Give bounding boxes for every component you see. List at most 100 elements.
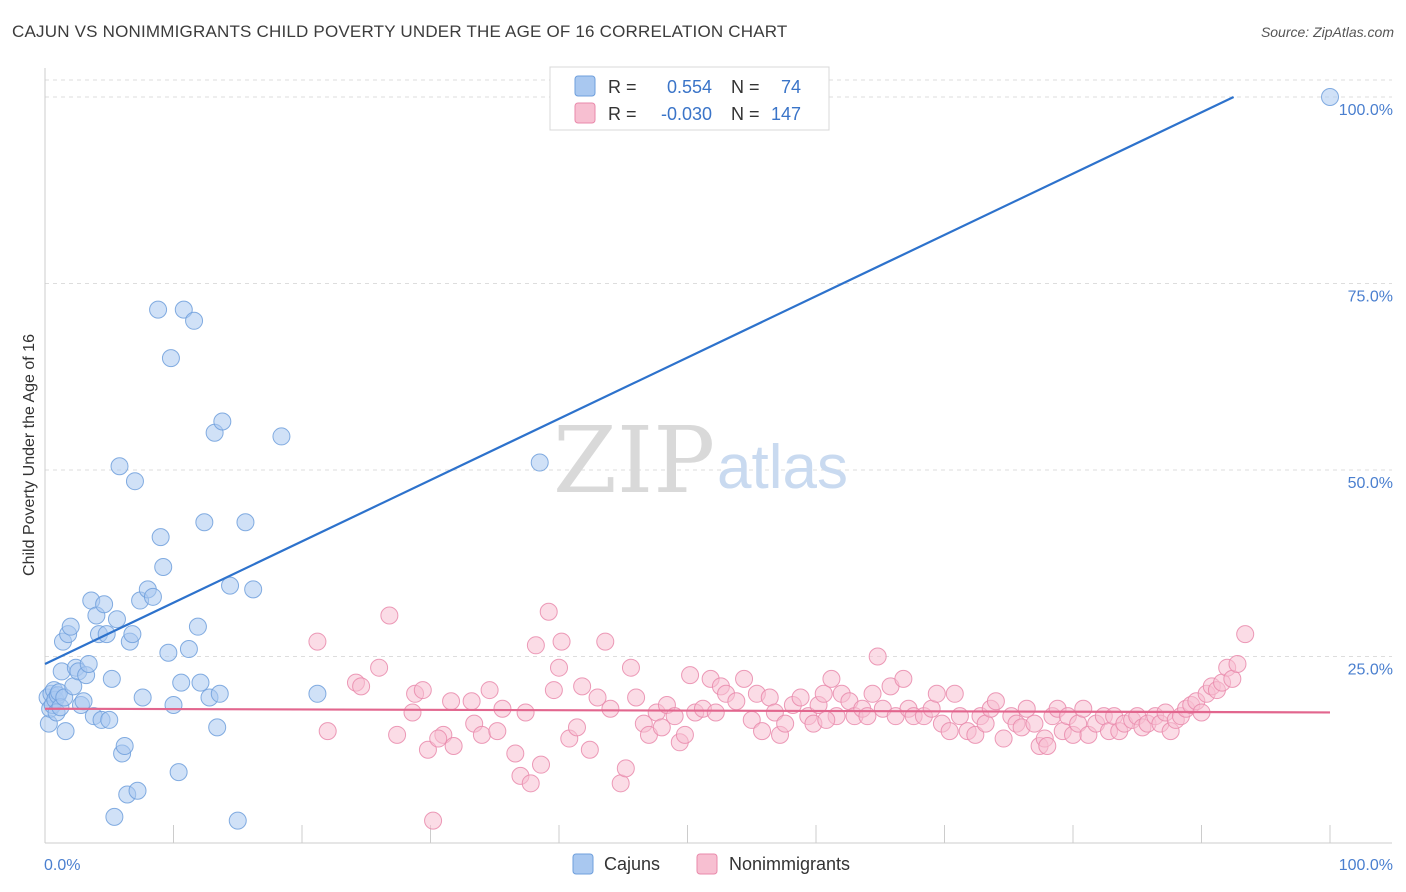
- nonimmigrant-point: [765, 703, 784, 722]
- cajun-point: [128, 781, 147, 800]
- legend-n-label-cajuns: N =: [731, 77, 760, 97]
- nonimmigrant-point: [994, 729, 1013, 748]
- bottom-legend-label-cajuns: Cajuns: [604, 854, 660, 874]
- x-tick-label-max: 100.0%: [1339, 857, 1393, 874]
- nonimmigrant-point: [894, 669, 913, 688]
- cajun-point: [1321, 88, 1339, 106]
- nonimmigrant-point: [1223, 669, 1242, 688]
- cajun-trend-line: [44, 96, 1235, 665]
- cajun-point: [151, 528, 170, 547]
- cajun-point: [56, 722, 75, 741]
- cajun-point: [154, 557, 173, 576]
- series-legend: Cajuns Nonimmigrants: [572, 853, 850, 875]
- cajun-point: [123, 625, 142, 644]
- nonimmigrant-point: [532, 755, 551, 774]
- nonimmigrant-point: [388, 725, 407, 744]
- chart-title: CAJUN VS NONIMMIGRANTS CHILD POVERTY UND…: [12, 22, 788, 41]
- nonimmigrant-point: [863, 684, 882, 703]
- y-axis-title: Child Poverty Under the Age of 16: [21, 334, 38, 576]
- nonimmigrant-point: [922, 699, 941, 718]
- nonimmigrant-point: [945, 684, 964, 703]
- nonimmigrant-point: [1074, 699, 1093, 718]
- nonimmigrant-point: [308, 632, 327, 651]
- nonimmigrant-point: [1025, 714, 1044, 733]
- cajun-point: [105, 807, 124, 826]
- cajun-point: [149, 300, 168, 319]
- nonimmigrant-point: [429, 729, 448, 748]
- nonimmigrant-point: [611, 774, 630, 793]
- nonimmigrant-point: [444, 737, 463, 756]
- nonimmigrant-point: [760, 688, 779, 707]
- cajun-point: [210, 684, 229, 703]
- nonimmigrant-point: [380, 606, 399, 625]
- legend-n-value-cajuns: 74: [781, 77, 801, 97]
- nonimmigrant-point: [665, 707, 684, 726]
- nonimmigrant-point: [822, 669, 841, 688]
- nonimmigrant-point: [442, 692, 461, 711]
- nonimmigrant-point: [753, 722, 772, 741]
- cajun-point: [185, 311, 204, 330]
- cajun-point: [161, 349, 180, 368]
- nonimmigrant-point: [480, 681, 499, 700]
- stats-legend: R = 0.554 N = 74 R = -0.030 N = 147: [549, 66, 830, 131]
- cajun-point: [125, 472, 144, 491]
- y-tick-label-100: 100.0%: [1339, 102, 1393, 119]
- source-label: Source: ZipAtlas.com: [1260, 24, 1394, 40]
- nonimmigrant-point: [1236, 625, 1255, 644]
- nonimmigrant-point: [506, 744, 525, 763]
- cajun-point: [172, 673, 191, 692]
- nonimmigrants-points: [308, 602, 1255, 830]
- nonimmigrant-point: [601, 699, 620, 718]
- nonimmigrant-point: [370, 658, 389, 677]
- nonimmigrant-point: [1038, 737, 1057, 756]
- legend-n-label-nonimmigrants: N =: [731, 104, 760, 124]
- cajun-point: [95, 595, 114, 614]
- bottom-legend-swatch-nonimmigrants: [696, 853, 718, 875]
- nonimmigrant-point: [940, 722, 959, 741]
- nonimmigrant-point: [675, 725, 694, 744]
- trend-lines: [44, 96, 1331, 714]
- nonimmigrant-point: [424, 811, 443, 830]
- nonimmigrant-point: [627, 688, 646, 707]
- nonimmigrant-point: [621, 658, 640, 677]
- x-tick-label-min: 0.0%: [44, 857, 80, 874]
- cajun-point: [228, 811, 247, 830]
- x-tick-labels: 0.0% 100.0%: [44, 857, 1393, 874]
- nonimmigrant-point: [814, 684, 833, 703]
- nonimmigrant-point: [706, 703, 725, 722]
- cajun-point: [100, 710, 119, 729]
- cajun-point: [236, 513, 255, 532]
- nonimmigrant-point: [544, 681, 563, 700]
- nonimmigrant-point: [521, 774, 540, 793]
- nonimmigrant-point: [550, 658, 568, 677]
- nonimmigrant-point: [966, 725, 985, 744]
- nonimmigrant-point: [418, 740, 437, 759]
- nonimmigrant-point: [596, 632, 615, 651]
- cajun-point: [115, 737, 134, 756]
- cajun-point: [308, 684, 327, 703]
- nonimmigrant-point: [1228, 654, 1247, 673]
- nonimmigrant-point: [573, 677, 592, 696]
- watermark: ZIP atlas: [553, 407, 848, 514]
- nonimmigrant-point: [616, 759, 635, 778]
- nonimmigrant-point: [950, 707, 969, 726]
- cajun-point: [221, 576, 240, 595]
- stats-legend-box: [549, 66, 830, 131]
- nonimmigrant-point: [588, 688, 607, 707]
- cajun-point: [102, 669, 121, 688]
- legend-r-label-nonimmigrants: R =: [608, 104, 637, 124]
- legend-r-label-cajuns: R =: [608, 77, 637, 97]
- nonimmigrant-trend-line: [44, 707, 1331, 714]
- cajun-point: [79, 654, 98, 673]
- cajun-point: [179, 640, 198, 659]
- nonimmigrant-point: [927, 684, 946, 703]
- legend-r-value-nonimmigrants: -0.030: [661, 104, 712, 124]
- nonimmigrant-point: [791, 688, 810, 707]
- cajun-point: [110, 457, 129, 476]
- nonimmigrant-point: [488, 722, 507, 741]
- nonimmigrant-point: [493, 699, 512, 718]
- cajun-point: [188, 617, 207, 636]
- bottom-legend-label-nonimmigrants: Nonimmigrants: [729, 854, 850, 874]
- nonimmigrant-point: [868, 647, 887, 666]
- nonimmigrant-point: [727, 692, 746, 711]
